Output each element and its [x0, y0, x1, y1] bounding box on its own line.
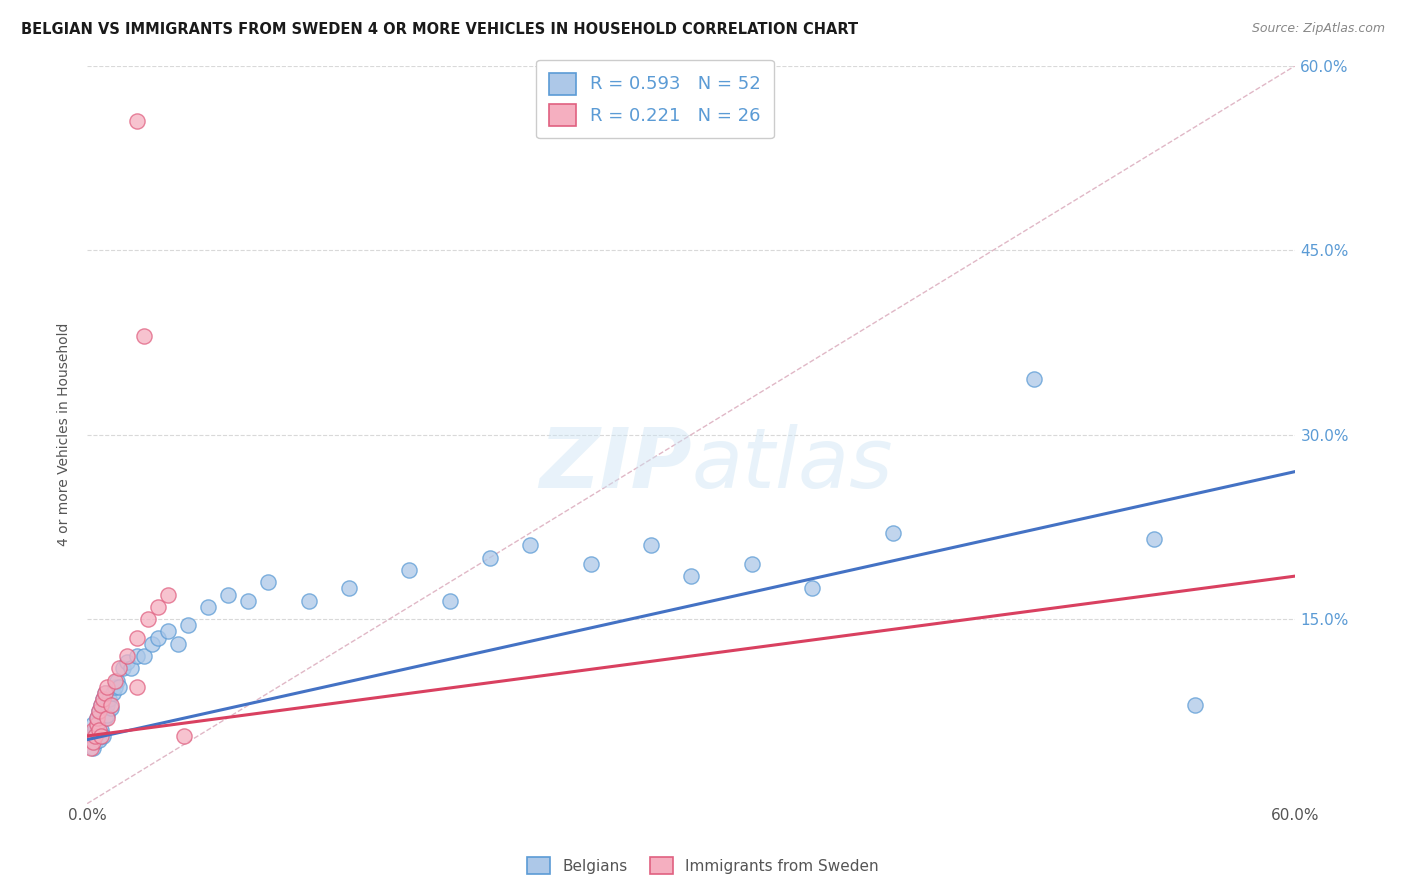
Point — [108, 661, 131, 675]
Point — [132, 329, 155, 343]
Point — [173, 729, 195, 743]
Point — [156, 587, 179, 601]
Point — [1184, 698, 1206, 713]
Point — [177, 618, 200, 632]
Point — [82, 735, 104, 749]
Point — [127, 648, 149, 663]
Point — [84, 729, 107, 743]
Text: ZIP: ZIP — [538, 424, 692, 505]
Point — [94, 686, 117, 700]
Point — [91, 729, 114, 743]
Text: atlas: atlas — [692, 424, 893, 505]
Point — [84, 723, 107, 737]
Point — [156, 624, 179, 639]
Point — [82, 723, 104, 737]
Point — [96, 680, 118, 694]
Point — [100, 700, 122, 714]
Point — [90, 729, 112, 743]
Point — [86, 710, 108, 724]
Point — [640, 538, 662, 552]
Point — [127, 680, 149, 694]
Point — [136, 612, 159, 626]
Point — [84, 735, 107, 749]
Point — [86, 710, 108, 724]
Point — [94, 686, 117, 700]
Point — [86, 716, 108, 731]
Point — [217, 587, 239, 601]
Point — [1022, 372, 1045, 386]
Point — [146, 631, 169, 645]
Legend: R = 0.593   N = 52, R = 0.221   N = 26: R = 0.593 N = 52, R = 0.221 N = 26 — [536, 60, 773, 138]
Point — [141, 637, 163, 651]
Point — [82, 741, 104, 756]
Point — [439, 593, 461, 607]
Text: Source: ZipAtlas.com: Source: ZipAtlas.com — [1251, 22, 1385, 36]
Point — [80, 741, 103, 756]
Point — [91, 692, 114, 706]
Point — [337, 582, 360, 596]
Point — [91, 692, 114, 706]
Point — [882, 526, 904, 541]
Point — [94, 710, 117, 724]
Point — [96, 708, 118, 723]
Text: BELGIAN VS IMMIGRANTS FROM SWEDEN 4 OR MORE VEHICLES IN HOUSEHOLD CORRELATION CH: BELGIAN VS IMMIGRANTS FROM SWEDEN 4 OR M… — [21, 22, 858, 37]
Point — [90, 698, 112, 713]
Point — [89, 723, 111, 737]
Point — [104, 680, 127, 694]
Point — [146, 599, 169, 614]
Point — [117, 648, 139, 663]
Point — [166, 637, 188, 651]
Point — [89, 704, 111, 718]
Point — [89, 732, 111, 747]
Point — [108, 680, 131, 694]
Point — [257, 575, 280, 590]
Point — [90, 723, 112, 737]
Point — [741, 557, 763, 571]
Point — [478, 550, 501, 565]
Point — [197, 599, 219, 614]
Point — [104, 673, 127, 688]
Point — [127, 114, 149, 128]
Point — [89, 704, 111, 718]
Point — [238, 593, 260, 607]
Legend: Belgians, Immigrants from Sweden: Belgians, Immigrants from Sweden — [520, 851, 886, 880]
Point — [86, 725, 108, 739]
Point — [681, 569, 703, 583]
Point — [127, 631, 149, 645]
Point — [103, 686, 125, 700]
Point — [90, 698, 112, 713]
Point — [96, 710, 118, 724]
Point — [82, 716, 104, 731]
Y-axis label: 4 or more Vehicles in Household: 4 or more Vehicles in Household — [58, 323, 72, 546]
Point — [105, 673, 128, 688]
Point — [132, 648, 155, 663]
Point — [98, 692, 121, 706]
Point — [80, 729, 103, 743]
Point — [579, 557, 602, 571]
Point — [96, 698, 118, 713]
Point — [100, 698, 122, 713]
Point — [519, 538, 541, 552]
Point — [112, 661, 135, 675]
Point — [298, 593, 321, 607]
Point — [117, 655, 139, 669]
Point — [398, 563, 420, 577]
Point — [801, 582, 824, 596]
Point — [1143, 532, 1166, 546]
Point — [120, 661, 142, 675]
